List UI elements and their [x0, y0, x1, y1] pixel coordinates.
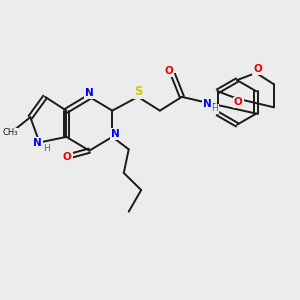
Text: H: H — [212, 104, 218, 113]
Text: O: O — [165, 66, 173, 76]
Text: O: O — [234, 98, 243, 107]
Text: CH₃: CH₃ — [3, 128, 18, 137]
Text: N: N — [203, 99, 212, 109]
Text: O: O — [253, 64, 262, 74]
Text: S: S — [134, 85, 143, 98]
Text: N: N — [34, 138, 42, 148]
Text: O: O — [63, 152, 72, 162]
Text: H: H — [43, 144, 50, 153]
Text: N: N — [111, 129, 120, 139]
Text: N: N — [85, 88, 94, 98]
